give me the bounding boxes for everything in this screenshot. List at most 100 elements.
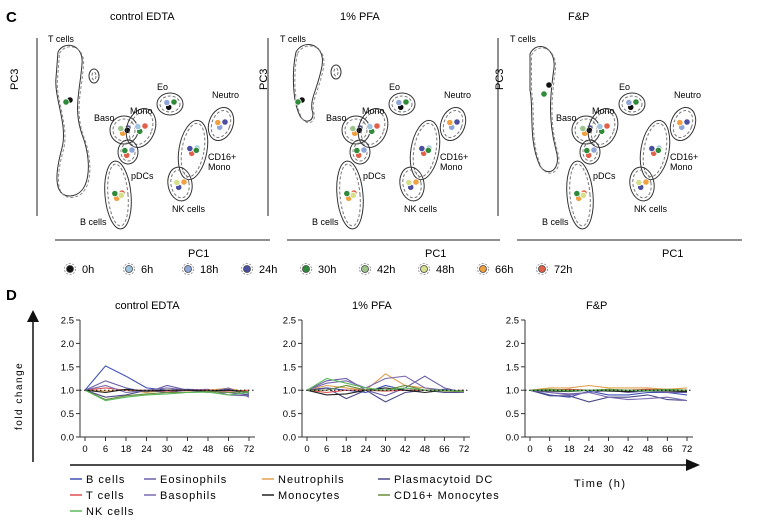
mono-label: Mono: [362, 106, 385, 116]
timepoint-dot: [453, 118, 461, 126]
legend-item: 66h: [477, 263, 513, 276]
timepoint-dot: [349, 191, 357, 199]
legend-ring: [418, 263, 430, 275]
x-tick-label: 0: [527, 444, 532, 455]
pca-xlabel-1: PC1: [188, 248, 209, 260]
legend-item: 0h: [64, 263, 94, 276]
cd16-cluster: CD16+ Mono: [177, 119, 236, 181]
bcells-cluster: B cells: [542, 160, 594, 230]
legend-label: CD16+ Monocytes: [394, 490, 500, 502]
neutro-label: Neutro: [444, 90, 471, 100]
series-line-basophils: [84, 384, 250, 398]
x-tick-label: 30: [603, 444, 614, 455]
bcells-cluster: B cells: [80, 160, 132, 230]
y-tick-label: 1.0: [61, 386, 74, 397]
legend-item: 48h: [418, 263, 454, 276]
legend-label: 0h: [82, 264, 94, 276]
legend-label: Eosinophils: [160, 474, 227, 486]
x-tick-label: 66: [662, 444, 673, 455]
time-axis-label: Time (h): [574, 478, 627, 490]
legend-dot: [479, 265, 487, 273]
pca-ylabel-3: PC3: [494, 69, 506, 90]
fold-change-axis-arrow: [27, 310, 39, 462]
legend-label: 30h: [318, 264, 336, 276]
x-tick-label: 6: [103, 444, 108, 455]
tcells-cluster: [529, 45, 560, 174]
legend-label: 72h: [554, 264, 572, 276]
x-tick-label: 24: [141, 444, 152, 455]
legend-item: Neutrophils: [262, 474, 345, 486]
series-line-nk-cells: [306, 377, 465, 392]
timepoint-dot: [683, 118, 691, 126]
legend-label: Monocytes: [278, 490, 340, 502]
eo-cluster: Eo: [156, 82, 184, 116]
legend-label: Neutrophils: [278, 474, 345, 486]
timepoint-dot: [121, 146, 129, 155]
timepoint-dot: [360, 146, 368, 154]
legend-label: T cells: [86, 490, 125, 502]
legend-label: 66h: [495, 264, 513, 276]
timepoint-dot: [625, 98, 633, 107]
tcells-cluster: [55, 44, 91, 199]
tcells-label: T cells: [48, 34, 74, 44]
baso-label: Baso: [94, 113, 115, 123]
y-tick-label: 2.0: [283, 339, 296, 350]
neutro-cluster: Neutro: [669, 90, 701, 141]
legend-dot: [538, 265, 546, 273]
legend-item: Monocytes: [262, 490, 340, 502]
pca-plot-1: T cells Baso Mono pDCs Eo Neutro CD16+ Mono NK c…: [48, 34, 239, 230]
legend-label: 6h: [141, 264, 153, 276]
pca-plot-2: T cells Baso Mono pDCs Eo Neutro CD16+ Mono NK c…: [280, 34, 471, 230]
tcells-label: T cells: [280, 34, 306, 44]
x-tick-label: 48: [419, 444, 430, 455]
legend-item: 42h: [359, 263, 395, 276]
neutro-cluster: Neutro: [207, 90, 239, 141]
fold-change-label: fold change: [14, 362, 25, 430]
x-tick-label: 42: [182, 444, 193, 455]
timepoint-dot: [173, 178, 181, 187]
timepoint-dot: [632, 98, 640, 106]
bcells-cluster: B cells: [312, 160, 364, 230]
y-tick-label: 0.5: [283, 409, 296, 420]
neutro-cluster: Neutro: [439, 90, 471, 141]
mono-cluster: Mono: [357, 106, 389, 148]
x-tick-label: 24: [584, 444, 595, 455]
pca-title-3: F&P: [568, 11, 589, 23]
legend-item: 6h: [123, 263, 153, 276]
x-tick-label: 42: [400, 444, 411, 455]
timepoint-dot: [642, 178, 650, 186]
legend-ring: [241, 263, 253, 275]
pca-plot-3: T cells Baso Mono pDCs Eo Neutro CD16+ Mono NK c…: [510, 34, 701, 230]
x-tick-label: 72: [682, 444, 693, 455]
timepoint-dot: [141, 122, 149, 130]
timepoint-dot: [603, 122, 611, 130]
y-tick-label: 1.5: [61, 362, 74, 373]
timepoint-dot: [294, 98, 302, 106]
legend-item: NK cells: [70, 506, 133, 518]
time-axis-arrow: [70, 459, 700, 471]
legend-item: T cells: [70, 490, 125, 502]
legend-item: 30h: [300, 263, 336, 276]
legend-ring: [300, 263, 312, 275]
timepoint-dot: [117, 191, 125, 199]
legend-label: 18h: [200, 264, 218, 276]
pdcs-label: pDCs: [593, 171, 616, 181]
timepoint-dot: [596, 122, 604, 131]
pdcs-cluster: pDCs: [349, 139, 386, 181]
timepoint-dot: [170, 98, 178, 106]
timepoint-dot: [163, 98, 171, 107]
x-tick-label: 18: [341, 444, 352, 455]
baso-cluster: Baso: [326, 113, 371, 145]
timepoint-dot: [446, 118, 454, 127]
nk-label: NK cells: [404, 204, 438, 214]
timepoint-dot: [180, 178, 188, 186]
timepoint-dot: [395, 98, 403, 107]
timepoint-dot: [214, 118, 222, 127]
neutro-label: Neutro: [212, 90, 239, 100]
tcells-cluster: [292, 43, 325, 124]
legend-item: Basophils: [144, 490, 216, 502]
y-tick-label: 2.0: [506, 339, 519, 350]
timepoint-dot: [192, 146, 200, 154]
legend-item: 18h: [182, 263, 218, 276]
